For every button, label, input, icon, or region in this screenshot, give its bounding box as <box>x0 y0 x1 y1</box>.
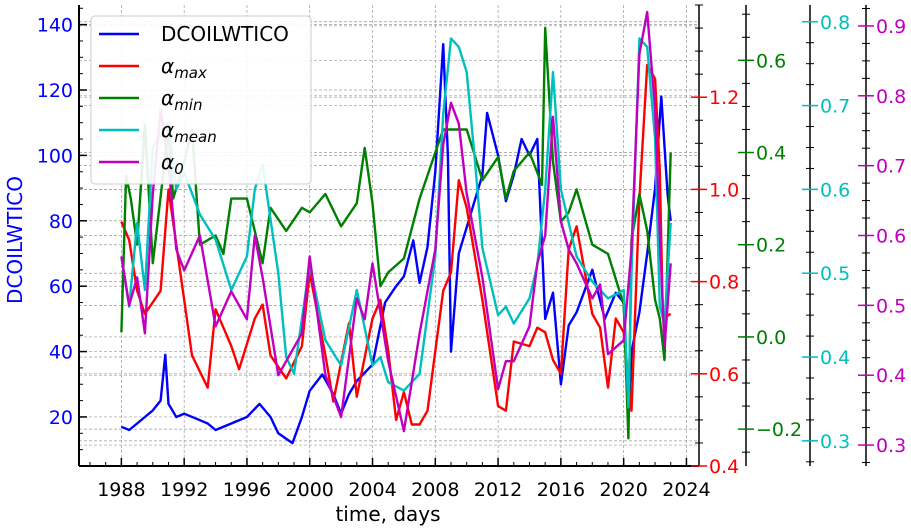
y-tick-label-alpha-mean: 0.5 <box>820 263 850 285</box>
y-axis-title: DCOILWTICO <box>3 176 27 304</box>
x-tick-label: 2012 <box>474 479 522 501</box>
series-line-alpha-max <box>120 63 672 426</box>
legend-label-alpha-max: αmax <box>161 54 207 82</box>
y-tick-label-alpha-0: 0.7 <box>876 156 906 178</box>
legend-box <box>90 15 312 185</box>
y-tick-label-alpha-max: 0.8 <box>709 272 739 294</box>
series-line-dcoilwtico <box>120 43 672 445</box>
y-tick-label-alpha-mean: 0.7 <box>820 96 850 118</box>
legend-label-alpha-min: αmin <box>161 86 202 114</box>
x-tick-label: 2016 <box>537 479 585 501</box>
y-tick-label-alpha-mean: 0.8 <box>820 12 850 34</box>
y-tick-label-alpha-min: −0.2 <box>756 419 802 441</box>
y-tick-label-alpha-max: 0.6 <box>709 364 739 386</box>
x-tick-label: 1996 <box>223 479 271 501</box>
y-tick-label-alpha-0: 0.5 <box>876 295 906 317</box>
y-tick-label-alpha-min: 0.4 <box>756 143 786 165</box>
y-tick-label-alpha-0: 0.6 <box>876 226 906 248</box>
x-tick-label: 2008 <box>411 479 459 501</box>
y-tick-label-left: 100 <box>37 145 73 167</box>
y-tick-label-alpha-mean: 0.4 <box>820 347 850 369</box>
y-tick-label-left: 120 <box>37 80 73 102</box>
y-tick-label-left: 60 <box>49 276 73 298</box>
y-tick-label-alpha-mean: 0.3 <box>820 431 850 453</box>
series-line-alpha-0 <box>120 10 672 433</box>
y-tick-label-alpha-max: 1.0 <box>709 179 739 201</box>
y-tick-label-alpha-max: 1.2 <box>709 87 739 109</box>
x-axis-title: time, days <box>335 502 440 526</box>
x-tick-label: 1992 <box>160 479 208 501</box>
y-tick-label-alpha-0: 0.4 <box>876 365 906 387</box>
y-tick-label-left: 20 <box>49 407 73 429</box>
y-tick-label-alpha-0: 0.3 <box>876 435 906 457</box>
y-tick-label-alpha-max: 0.4 <box>709 456 739 478</box>
y-tick-label-alpha-min: 0.6 <box>756 50 786 72</box>
y-tick-label-alpha-0: 0.9 <box>876 16 906 38</box>
x-tick-label: 2024 <box>662 479 710 501</box>
grid-lines <box>79 5 699 467</box>
y-tick-label-alpha-0: 0.8 <box>876 86 906 108</box>
axes: 1988 1992 1996 2000 2004 2008 2012 2016 2020 2024… <box>37 4 906 501</box>
x-tick-label: 2004 <box>348 479 396 501</box>
x-tick-label: 2020 <box>599 479 647 501</box>
legend-label-dcoilwtico: DCOILWTICO <box>161 22 289 46</box>
series-line-alpha-mean <box>120 37 672 409</box>
y-tick-label-alpha-min: 0.2 <box>756 235 786 257</box>
y-tick-label-left: 140 <box>37 15 73 37</box>
legend: DCOILWTICO αmax αmin αmean α0 <box>90 15 312 185</box>
y-tick-label-alpha-min: 0.0 <box>756 327 786 349</box>
y-tick-label-left: 40 <box>49 342 73 364</box>
y-tick-label-alpha-mean: 0.6 <box>820 179 850 201</box>
legend-label-alpha-mean: αmean <box>161 118 217 146</box>
y-tick-label-left: 80 <box>49 211 73 233</box>
legend-label-alpha-0: α0 <box>161 150 184 178</box>
x-tick-label: 1988 <box>97 479 145 501</box>
x-tick-label: 2000 <box>286 479 334 501</box>
